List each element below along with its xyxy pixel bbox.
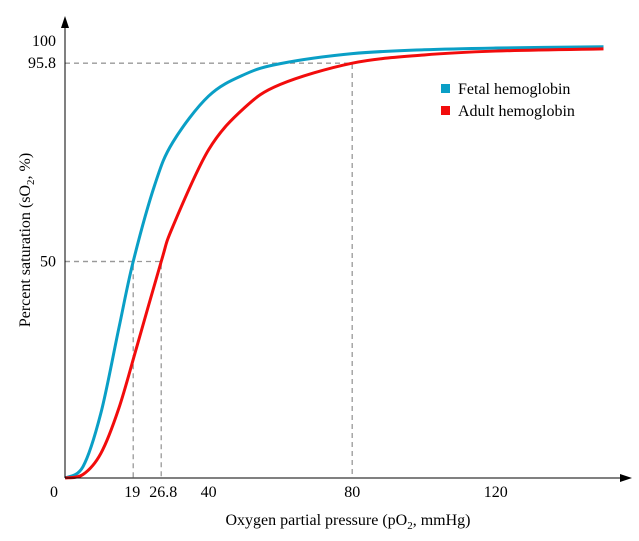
x-tick-label: 120 xyxy=(484,484,508,501)
x-axis-label: Oxygen partial pressure (pO2, mmHg) xyxy=(226,512,471,532)
x-tick-label: 80 xyxy=(344,484,360,501)
y-axis-arrow xyxy=(61,16,69,28)
y-tick-label: 95.8 xyxy=(28,55,56,72)
fetal-hemoglobin-curve xyxy=(64,45,604,480)
legend-swatch xyxy=(441,106,450,115)
adult-hemoglobin-curve xyxy=(64,47,604,480)
legend: Fetal hemoglobin Adult hemoglobin xyxy=(441,81,575,120)
y-axis-label: Percent saturation (sO2, %) xyxy=(17,153,37,327)
reference-line xyxy=(65,62,353,478)
legend-label: Fetal hemoglobin xyxy=(458,81,570,98)
x-tick-label: 19 xyxy=(124,484,140,501)
y-tick-label: 50 xyxy=(40,254,56,271)
x-tick-label: 26.8 xyxy=(149,484,177,501)
x-tick-label: 0 xyxy=(50,484,58,501)
y-tick-label: 100 xyxy=(32,33,56,50)
legend-label: Adult hemoglobin xyxy=(458,103,575,120)
reference-line xyxy=(65,260,162,478)
x-axis-arrow xyxy=(620,474,632,482)
reference-line xyxy=(65,260,134,478)
legend-swatch xyxy=(441,84,450,93)
x-tick-label: 40 xyxy=(201,484,217,501)
